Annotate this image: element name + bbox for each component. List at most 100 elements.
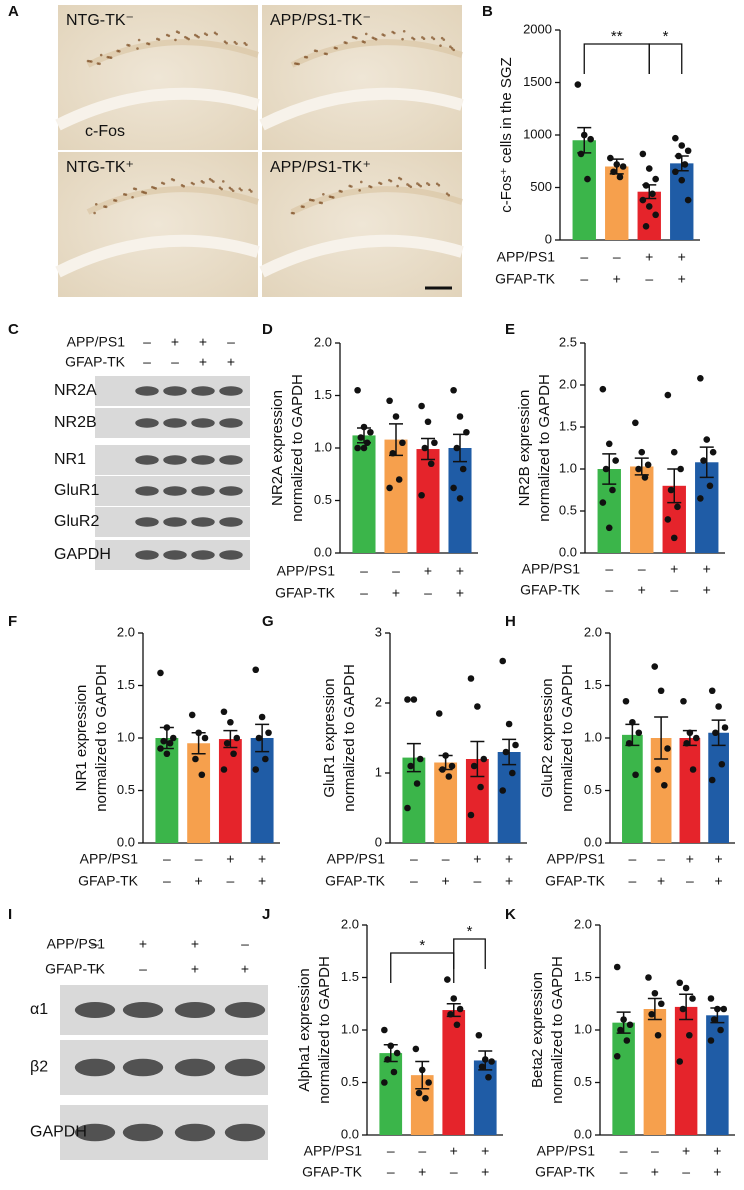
data-point [163, 750, 171, 758]
data-point [710, 1016, 718, 1023]
data-point [651, 663, 659, 670]
cell-dot [215, 32, 218, 36]
condition-label: APP/PS1 [522, 561, 581, 577]
blot-band [174, 1002, 216, 1018]
data-point [485, 1073, 492, 1081]
cell-dot [449, 45, 452, 49]
condition-label: GFAP-TK [45, 961, 106, 977]
condition-sign: + [392, 585, 400, 601]
y-tick-label: 1.5 [117, 677, 135, 692]
y-tick-label: 2 [375, 694, 382, 709]
cell-dot [340, 190, 343, 193]
data-point [418, 402, 425, 410]
y-tick-label: 2.0 [574, 916, 592, 931]
cell-dot [93, 211, 96, 215]
blot-band [163, 455, 187, 465]
condition-label: APP/PS1 [497, 249, 556, 265]
data-point [712, 729, 719, 737]
bar [434, 762, 458, 843]
blot-band [191, 418, 215, 428]
data-point [678, 142, 686, 149]
y-tick-label: 1 [375, 764, 382, 779]
y-tick-label: 1.0 [341, 1021, 359, 1036]
cell-dot [401, 37, 404, 41]
condition-sign: – [410, 851, 418, 867]
condition-sign: – [227, 334, 235, 350]
condition-sign: – [620, 1143, 628, 1159]
condition-sign: + [199, 334, 207, 350]
data-point [672, 134, 679, 142]
data-point [697, 374, 704, 382]
data-point [651, 989, 659, 997]
data-point [599, 385, 607, 393]
condition-sign: – [613, 249, 621, 265]
data-point [703, 436, 711, 443]
condition-sign: – [450, 1164, 458, 1180]
condition-sign: – [226, 873, 234, 889]
band-label: NR2A [54, 382, 97, 399]
cell-dot [389, 179, 393, 183]
data-point [360, 444, 368, 452]
condition-sign: + [686, 851, 694, 867]
cell-dot [445, 192, 449, 195]
data-point [674, 503, 681, 511]
tissue-layer [86, 186, 259, 215]
data-point [453, 444, 461, 452]
data-point [220, 708, 228, 716]
data-point [404, 804, 411, 812]
cell-dot [312, 199, 315, 202]
cell-dot [182, 184, 185, 188]
data-point [413, 780, 421, 787]
data-point [418, 491, 425, 499]
data-point [692, 734, 700, 742]
data-point [616, 173, 624, 181]
data-point [367, 428, 374, 436]
condition-sign: – [670, 582, 678, 598]
cell-dot [225, 41, 228, 45]
data-point [587, 135, 594, 143]
condition-sign: + [199, 354, 207, 370]
data-point [721, 724, 729, 731]
cell-dot [297, 62, 300, 66]
condition-sign: + [613, 271, 621, 287]
data-point [474, 703, 481, 710]
data-point [381, 1026, 388, 1034]
cell-dot [162, 182, 166, 185]
data-point [163, 724, 171, 731]
band-label: NR1 [54, 451, 86, 468]
condition-sign: – [392, 563, 400, 579]
y-axis-label: GluR1 expression [321, 678, 338, 797]
blot-band [191, 486, 215, 496]
y-tick-label: 1.0 [117, 729, 135, 744]
cell-dot [393, 31, 396, 35]
data-point [157, 745, 164, 752]
data-point [689, 766, 697, 773]
data-point [481, 1056, 489, 1063]
significance-bracket [583, 43, 650, 74]
cell-dot [98, 62, 101, 66]
condition-sign: – [163, 851, 171, 867]
y-tick-label: 1.0 [559, 460, 577, 475]
error-bar [421, 437, 435, 461]
condition-sign: + [713, 1143, 721, 1159]
bar [605, 166, 629, 240]
bar [473, 1060, 497, 1135]
data-point [220, 766, 228, 773]
cell-dot [363, 40, 366, 44]
panel-label: E [505, 321, 515, 338]
cell-dot [192, 182, 195, 186]
data-point [412, 1045, 420, 1053]
data-point [605, 524, 613, 532]
condition-label: GFAP-TK [495, 271, 556, 287]
condition-sign: + [505, 851, 513, 867]
data-point [645, 165, 653, 172]
data-point [456, 413, 464, 420]
data-point [667, 486, 675, 494]
data-point [639, 150, 647, 158]
data-point [676, 979, 684, 987]
condition-sign: + [456, 563, 464, 579]
cell-dot [231, 189, 235, 193]
image-label: APP/PS1-TK⁻ [270, 12, 371, 29]
cell-dot [131, 195, 134, 199]
